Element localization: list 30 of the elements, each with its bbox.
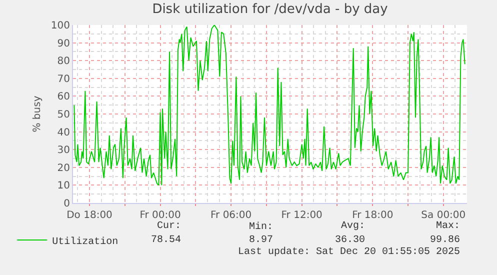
x-tick-label: Sa 00:00 (421, 210, 466, 221)
y-tick-label: 30 (57, 145, 70, 156)
y-tick-label: 100 (50, 20, 70, 32)
x-tick-label: Fr 00:00 (140, 210, 181, 221)
legend-label: Utilization (52, 236, 118, 248)
x-tick-label: Do 18:00 (66, 210, 112, 221)
text: 78.54 (151, 235, 182, 246)
text: Cur: (157, 221, 182, 232)
text: Avg: (341, 221, 366, 232)
text: Max: (436, 221, 460, 232)
x-tick-label: Fr 18:00 (352, 210, 394, 221)
text: 36.30 (335, 235, 366, 246)
y-tick-label: 70 (57, 74, 70, 85)
y-tick-label: 90 (57, 38, 70, 50)
y-tick-label: 40 (57, 127, 70, 138)
y-axis-title: % busy (32, 96, 43, 132)
y-tick-label: 20 (57, 162, 70, 174)
text: 99.86 (430, 235, 460, 246)
y-tick-label: 0 (64, 198, 70, 210)
text: Last update: Sat Dec 20 01:55:05 2025 (238, 246, 460, 258)
x-tick-label: Fr 12:00 (281, 210, 322, 221)
y-tick-label: 10 (57, 180, 70, 192)
y-tick-label: 80 (57, 56, 70, 68)
x-tick-label: Fr 06:00 (210, 210, 252, 221)
text: 8.97 (249, 235, 274, 246)
y-tick-label: 60 (57, 92, 70, 103)
chart-title: Disk utilization for /dev/vda - by day (152, 2, 388, 18)
y-tick-label: 50 (57, 110, 70, 120)
text: Min: (249, 221, 274, 233)
line-series (74, 25, 466, 186)
